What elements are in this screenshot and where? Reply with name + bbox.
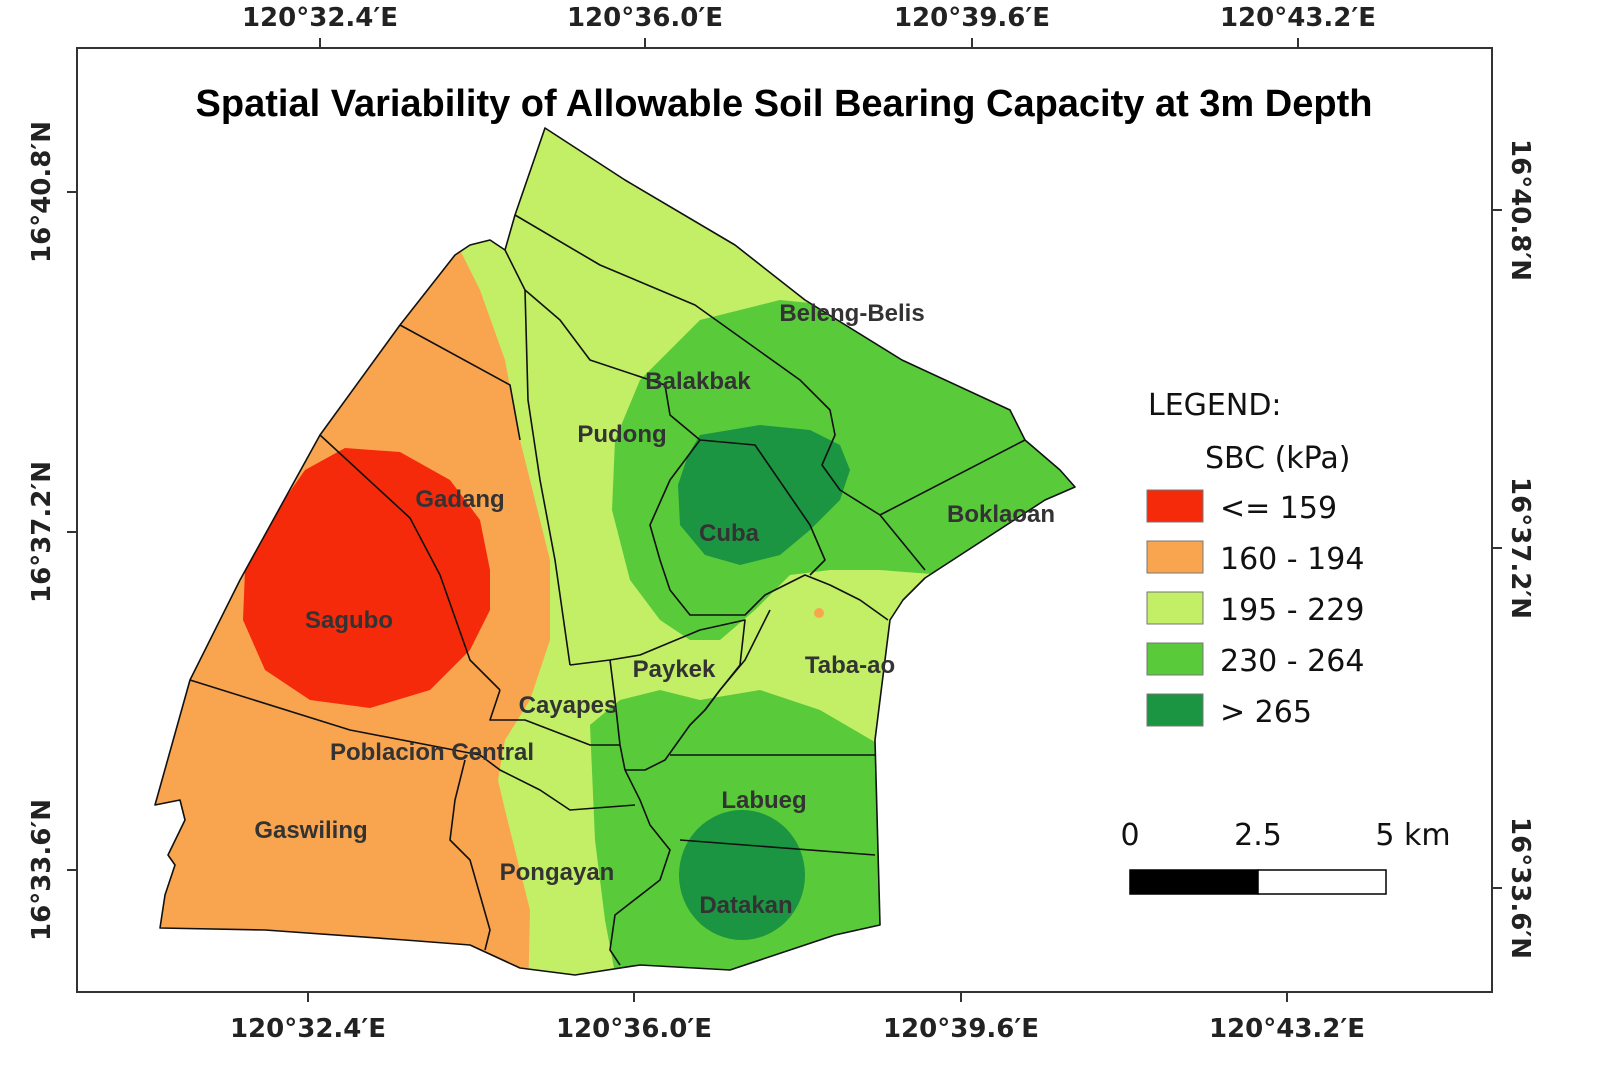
label-beleng-belis: Beleng-Belis — [779, 300, 924, 327]
label-datakan: Datakan — [699, 892, 792, 919]
left-tick-1: 16°40.8′N — [27, 121, 57, 263]
bottom-tick-2: 120°36.0′E — [556, 1014, 712, 1044]
label-paykek: Paykek — [633, 656, 716, 683]
legend-swatch-5 — [1146, 693, 1204, 727]
right-tick-1: 16°40.8′N — [1505, 139, 1535, 281]
right-tick-2: 16°37.2′N — [1505, 477, 1535, 619]
left-tick-2: 16°37.2′N — [27, 461, 57, 603]
zone-over-265-cuba — [678, 425, 850, 565]
legend-swatch-1 — [1146, 489, 1204, 523]
label-taba-ao: Taba-ao — [805, 652, 895, 679]
legend-label-5: > 265 — [1220, 695, 1312, 730]
municipality-boundary — [154, 127, 1076, 976]
legend-swatch-2 — [1146, 540, 1204, 574]
right-tick-3: 16°33.6′N — [1505, 817, 1535, 959]
label-labueg: Labueg — [721, 787, 806, 814]
label-pongayan: Pongayan — [500, 859, 615, 886]
map-frame — [76, 47, 1493, 993]
legend-heading: LEGEND: — [1148, 388, 1282, 423]
legend-swatch-3 — [1146, 591, 1204, 625]
legend-label-1: <= 159 — [1220, 491, 1337, 526]
legend: LEGEND: SBC (kPa) <= 159 160 - 194 195 -… — [1146, 388, 1364, 730]
top-tick-1: 120°32.4′E — [242, 3, 398, 33]
label-boklaoan: Boklaoan — [947, 501, 1055, 528]
map-title: Spatial Variability of Allowable Soil Be… — [196, 83, 1373, 125]
top-tick-3: 120°39.6′E — [894, 3, 1050, 33]
barangay-boundaries — [189, 214, 1026, 966]
label-cayapes: Cayapes — [519, 692, 618, 719]
legend-subheading: SBC (kPa) — [1205, 441, 1351, 476]
scale-label-5km: 5 km — [1375, 818, 1450, 853]
top-tick-4: 120°43.2′E — [1220, 3, 1376, 33]
label-cuba: Cuba — [699, 520, 760, 547]
label-sagubo: Sagubo — [305, 607, 393, 634]
scale-bar: 0 2.5 5 km — [1120, 818, 1451, 895]
label-gadang: Gadang — [415, 486, 504, 513]
legend-label-2: 160 - 194 — [1220, 542, 1364, 577]
scale-segment-white — [1257, 869, 1387, 895]
legend-label-3: 195 - 229 — [1220, 593, 1364, 628]
zone-under-159-sagubo — [243, 448, 490, 708]
scale-label-0: 0 — [1120, 818, 1139, 853]
label-pudong: Pudong — [577, 421, 666, 448]
scale-segment-black — [1129, 869, 1259, 895]
bottom-tick-4: 120°43.2′E — [1209, 1014, 1365, 1044]
label-gaswiling: Gaswiling — [254, 817, 367, 844]
label-balakbak: Balakbak — [645, 368, 751, 395]
legend-label-4: 230 - 264 — [1220, 644, 1364, 679]
label-poblacion-central: Poblacion Central — [330, 739, 534, 766]
top-tick-2: 120°36.0′E — [567, 3, 723, 33]
sample-point — [814, 608, 824, 618]
tick-marks — [67, 38, 1502, 1002]
bottom-tick-1: 120°32.4′E — [230, 1014, 386, 1044]
legend-swatch-4 — [1146, 642, 1204, 676]
bottom-tick-3: 120°39.6′E — [883, 1014, 1039, 1044]
left-tick-3: 16°33.6′N — [27, 799, 57, 941]
zone-over-265-datakan — [679, 810, 805, 940]
scale-label-2-5: 2.5 — [1234, 818, 1282, 853]
